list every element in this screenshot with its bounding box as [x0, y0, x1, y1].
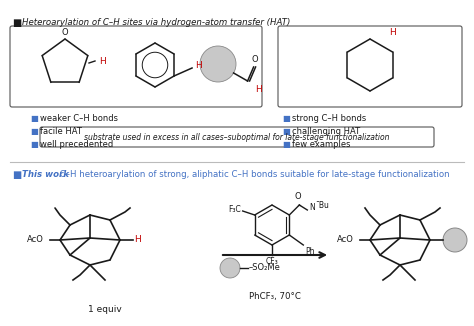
Text: O: O [62, 28, 68, 37]
Circle shape [220, 258, 240, 278]
Text: AcO: AcO [27, 235, 44, 244]
Text: H: H [255, 85, 262, 94]
Text: strong C–H bonds: strong C–H bonds [292, 114, 366, 123]
Text: H: H [99, 56, 106, 66]
Text: substrate used in excess in all cases–suboptimal for late-stage functionalizatio: substrate used in excess in all cases–su… [84, 132, 390, 141]
Text: ■: ■ [30, 114, 38, 123]
Text: facile HAT: facile HAT [40, 127, 82, 136]
Text: CF₃: CF₃ [265, 257, 278, 266]
Text: AcO: AcO [337, 235, 354, 244]
Text: ■: ■ [282, 114, 290, 123]
Text: This work: This work [22, 170, 69, 179]
Circle shape [200, 46, 236, 82]
Text: Ph: Ph [305, 247, 315, 256]
FancyBboxPatch shape [278, 26, 462, 107]
Text: ■: ■ [30, 127, 38, 136]
Text: ■: ■ [282, 140, 290, 149]
Text: few examples: few examples [292, 140, 350, 149]
Text: ˉBu: ˉBu [315, 200, 329, 210]
Text: : C–H heteroarylation of strong, aliphatic C–H bonds suitable for late-stage fun: : C–H heteroarylation of strong, aliphat… [54, 170, 450, 179]
Text: PhCF₃, 70°C: PhCF₃, 70°C [249, 292, 301, 301]
Text: ■: ■ [30, 140, 38, 149]
Circle shape [443, 228, 467, 252]
Text: F₃C: F₃C [228, 205, 241, 215]
Text: O: O [294, 192, 301, 201]
Text: 1 equiv: 1 equiv [88, 305, 122, 314]
Text: Heteroarylation of C–H sites via hydrogen-atom transfer (HAT): Heteroarylation of C–H sites via hydroge… [22, 18, 291, 27]
Text: challenging HAT: challenging HAT [292, 127, 360, 136]
Text: H: H [134, 235, 141, 244]
FancyBboxPatch shape [10, 26, 262, 107]
Text: ■: ■ [12, 18, 21, 28]
Text: N: N [310, 203, 315, 213]
FancyBboxPatch shape [40, 127, 434, 147]
Text: ■: ■ [12, 170, 21, 180]
Text: H: H [389, 28, 395, 37]
Text: well precedented: well precedented [40, 140, 113, 149]
Text: weaker C–H bonds: weaker C–H bonds [40, 114, 118, 123]
Text: O: O [251, 55, 258, 64]
Text: –SO₂Me: –SO₂Me [249, 263, 281, 273]
Text: H: H [195, 62, 202, 70]
Text: ■: ■ [282, 127, 290, 136]
